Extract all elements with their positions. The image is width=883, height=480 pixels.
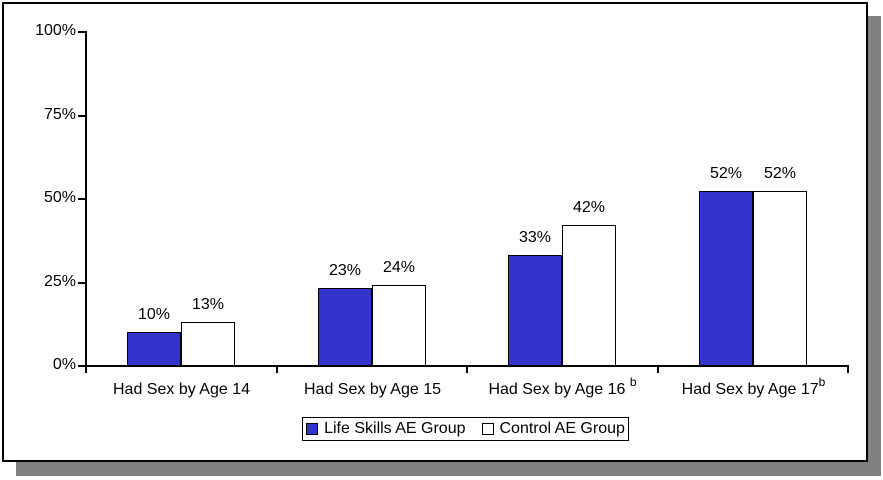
bar-life-skills: [318, 288, 372, 366]
legend-label-life-skills: Life Skills AE Group: [324, 420, 466, 437]
legend: Life Skills AE Group Control AE Group: [302, 417, 629, 441]
y-tick: [78, 198, 86, 200]
bar-value-label: 42%: [572, 199, 606, 216]
footnote-marker: b: [629, 374, 637, 389]
legend-item-life-skills: Life Skills AE Group: [306, 420, 466, 438]
category-label: Had Sex by Age 17b: [681, 374, 826, 398]
bar-control: [753, 191, 807, 366]
x-tick: [276, 365, 278, 373]
legend-label-control: Control AE Group: [499, 420, 625, 437]
legend-swatch-control-icon: [481, 423, 494, 435]
category-label: Had Sex by Age 16 b: [488, 374, 637, 398]
legend-swatch-life-skills-icon: [306, 423, 319, 435]
x-tick: [657, 365, 659, 373]
category-label: Had Sex by Age 15: [304, 381, 441, 398]
y-tick-label: 25%: [43, 273, 76, 290]
bar-life-skills: [699, 191, 753, 366]
x-tick: [466, 365, 468, 373]
bar-value-label: 13%: [191, 296, 225, 313]
x-tick: [847, 365, 849, 373]
bar-control: [562, 225, 616, 366]
x-tick: [85, 365, 87, 373]
bar-control: [372, 285, 426, 366]
y-tick: [78, 282, 86, 284]
y-tick: [78, 115, 86, 117]
y-tick-label: 50%: [43, 189, 76, 206]
y-tick-label: 100%: [35, 22, 76, 39]
bar-value-label: 52%: [709, 165, 743, 182]
y-tick: [78, 365, 86, 367]
y-tick-label: 75%: [43, 106, 76, 123]
bar-value-label: 23%: [328, 262, 362, 279]
category-label: Had Sex by Age 14: [113, 381, 250, 398]
bar-value-label: 52%: [763, 165, 797, 182]
bar-value-label: 24%: [382, 259, 416, 276]
y-tick: [78, 31, 86, 33]
bar-value-label: 33%: [518, 229, 552, 246]
bar-value-label: 10%: [137, 306, 171, 323]
bar-control: [181, 322, 235, 366]
legend-item-control: Control AE Group: [481, 420, 625, 438]
y-axis-line: [85, 31, 87, 367]
y-tick-label: 0%: [52, 356, 76, 373]
bar-life-skills: [127, 332, 181, 366]
footnote-marker: b: [818, 374, 826, 389]
bar-life-skills: [508, 255, 562, 366]
